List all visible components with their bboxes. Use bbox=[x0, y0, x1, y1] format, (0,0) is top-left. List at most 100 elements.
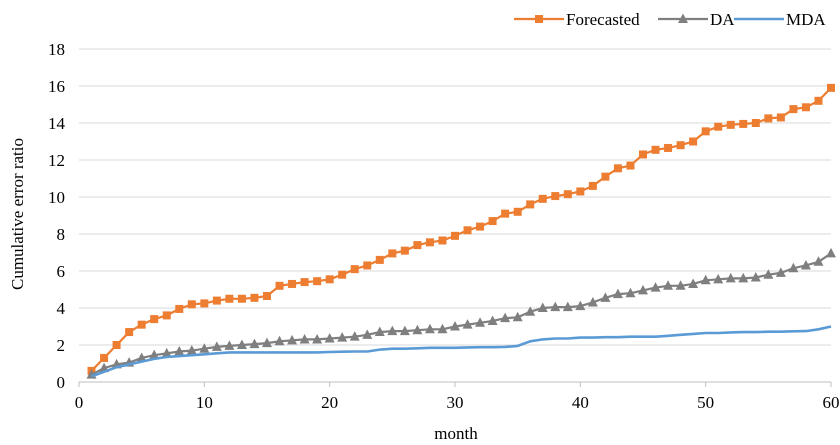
data-point-forecasted bbox=[237, 294, 246, 303]
data-point-forecasted bbox=[100, 353, 109, 362]
data-point-forecasted bbox=[187, 300, 196, 309]
data-point-da bbox=[826, 247, 836, 258]
series-group bbox=[86, 83, 836, 379]
data-point-da bbox=[813, 256, 824, 266]
data-point-forecasted bbox=[613, 164, 622, 173]
y-tick-label: 4 bbox=[57, 299, 66, 318]
data-point-da bbox=[763, 269, 774, 279]
legend-label-mda: MDA bbox=[786, 10, 826, 29]
data-point-da bbox=[800, 259, 811, 270]
data-point-da bbox=[525, 306, 536, 316]
data-point-forecasted bbox=[112, 341, 121, 349]
data-point-forecasted bbox=[413, 241, 422, 250]
data-point-da bbox=[450, 321, 460, 331]
data-point-da bbox=[612, 288, 623, 299]
series-line-da bbox=[90, 252, 832, 376]
data-point-da bbox=[775, 267, 786, 277]
data-point-forecasted bbox=[676, 141, 685, 150]
y-tick-label: 14 bbox=[48, 114, 66, 133]
data-point-da bbox=[500, 312, 511, 323]
x-tick-label: 30 bbox=[447, 393, 464, 412]
data-point-forecasted bbox=[438, 236, 447, 245]
data-point-da bbox=[236, 339, 247, 349]
data-point-da bbox=[299, 333, 310, 344]
data-point-forecasted bbox=[814, 96, 823, 105]
data-point-da bbox=[675, 280, 686, 290]
data-point-forecasted bbox=[375, 255, 384, 264]
y-tick-label: 6 bbox=[57, 262, 66, 281]
x-tick-label: 20 bbox=[321, 393, 338, 412]
data-point-da bbox=[638, 284, 648, 295]
data-point-forecasted bbox=[526, 200, 535, 209]
data-point-forecasted bbox=[801, 103, 810, 112]
data-point-forecasted bbox=[300, 278, 309, 287]
data-point-da bbox=[362, 329, 373, 339]
data-point-forecasted bbox=[288, 279, 297, 288]
data-point-forecasted bbox=[425, 238, 434, 247]
data-point-da bbox=[512, 311, 523, 322]
data-point-da bbox=[161, 347, 172, 358]
data-point-forecasted bbox=[538, 194, 547, 203]
data-point-forecasted bbox=[350, 265, 359, 274]
data-point-forecasted bbox=[175, 304, 184, 313]
data-point-da bbox=[487, 315, 498, 325]
x-tick-label: 60 bbox=[823, 393, 840, 412]
data-point-da bbox=[199, 343, 210, 353]
data-point-forecasted bbox=[263, 291, 271, 300]
data-point-forecasted bbox=[388, 249, 397, 258]
data-point-da bbox=[174, 345, 185, 356]
data-point-da bbox=[324, 333, 335, 343]
data-point-forecasted bbox=[789, 105, 798, 114]
y-tick-label: 2 bbox=[57, 336, 66, 355]
data-point-da bbox=[725, 272, 736, 283]
data-point-da bbox=[412, 324, 423, 335]
data-point-da bbox=[663, 280, 674, 290]
data-point-forecasted bbox=[200, 299, 209, 308]
data-point-forecasted bbox=[476, 222, 485, 231]
data-point-forecasted bbox=[639, 150, 647, 159]
data-point-da bbox=[186, 345, 197, 355]
data-point-da bbox=[688, 278, 699, 288]
y-tick-label: 0 bbox=[57, 373, 66, 392]
data-point-forecasted bbox=[162, 311, 171, 320]
data-point-da bbox=[537, 302, 548, 312]
y-tick-label: 16 bbox=[48, 77, 65, 96]
data-point-forecasted bbox=[212, 296, 221, 305]
data-point-forecasted bbox=[751, 119, 760, 127]
series-line-mda bbox=[91, 325, 832, 378]
data-point-forecasted bbox=[325, 275, 334, 284]
y-tick-label: 10 bbox=[48, 188, 65, 207]
data-point-forecasted bbox=[488, 217, 497, 226]
data-point-da bbox=[249, 338, 260, 349]
data-point-forecasted bbox=[689, 137, 698, 146]
data-point-forecasted bbox=[451, 231, 459, 240]
data-point-da bbox=[312, 333, 323, 344]
data-point-da bbox=[374, 326, 385, 337]
data-point-da bbox=[262, 337, 272, 348]
legend-label-forecasted: Forecasted bbox=[566, 10, 640, 29]
data-point-da bbox=[274, 335, 285, 346]
data-point-forecasted bbox=[726, 120, 735, 129]
data-point-forecasted bbox=[400, 246, 409, 255]
x-tick-label: 0 bbox=[75, 393, 84, 412]
data-point-forecasted bbox=[513, 207, 522, 216]
x-tick-label: 10 bbox=[196, 393, 213, 412]
data-point-forecasted bbox=[275, 281, 284, 290]
data-point-da bbox=[625, 287, 636, 298]
data-point-forecasted bbox=[363, 261, 372, 270]
data-point-forecasted bbox=[338, 270, 347, 279]
data-point-forecasted bbox=[551, 192, 560, 201]
data-point-forecasted bbox=[125, 328, 134, 337]
data-point-da bbox=[587, 296, 598, 307]
data-point-da bbox=[136, 352, 147, 362]
data-point-forecasted bbox=[463, 226, 472, 235]
gridlines bbox=[79, 48, 831, 346]
x-axis-title: month bbox=[434, 424, 478, 443]
legend-label-da: DA bbox=[710, 10, 735, 29]
x-tick-label: 50 bbox=[697, 393, 714, 412]
data-point-forecasted bbox=[651, 145, 660, 154]
data-point-da bbox=[475, 317, 486, 327]
data-point-da bbox=[750, 271, 761, 282]
data-point-da bbox=[437, 323, 448, 334]
